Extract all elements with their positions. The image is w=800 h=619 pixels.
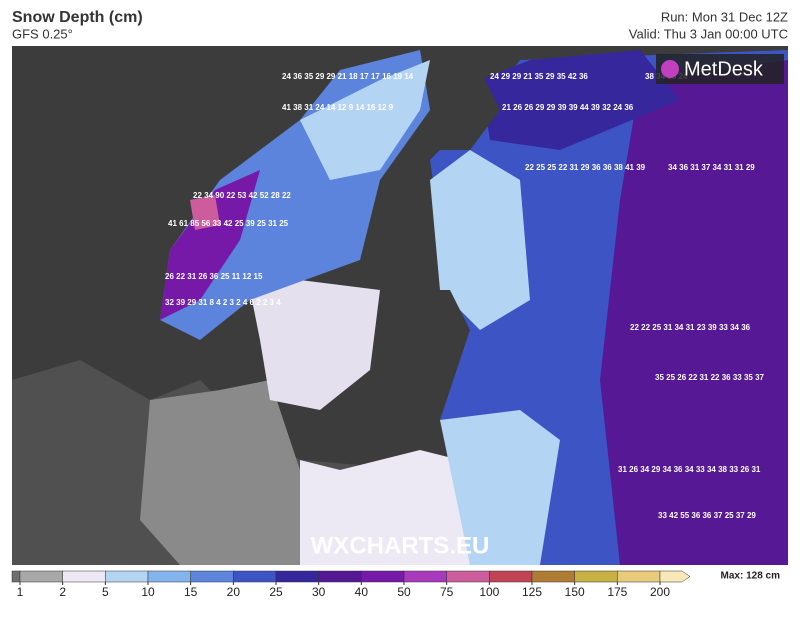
title: Snow Depth (cm) [12,9,143,26]
legend: 1 2 5 10 15 20 25 30 40 50 75 100 125 150 175 200 [11,570,691,599]
legend-tick-label: 100 [479,585,499,599]
valid: Valid: Thu 3 Jan 00:00 UTC [629,26,788,41]
legend-tick-label: 40 [355,585,369,599]
legend-tick-label: 200 [650,585,670,599]
legend-swatch [318,570,362,583]
sweden-south [250,280,380,410]
norway-west [160,170,260,320]
legend-tick-label: 75 [440,585,454,599]
legend-swatch [403,570,447,583]
baltic-sea [380,290,470,420]
model: GFS 0.25° [12,26,73,41]
legend-swatch [531,570,575,583]
watermark: WXCHARTS.EU [311,532,490,559]
map-labels: 24 36 35 29 29 21 18 17 17 16 19 14 24 29… [165,72,765,520]
legend-tick-label: 175 [607,585,627,599]
legend-tick-label: 10 [141,585,155,599]
legend-swatch [361,570,405,583]
map-label: 34 36 31 37 34 31 31 29 [668,163,755,172]
map-label: 22 25 25 22 31 29 36 36 38 41 39 [525,163,646,172]
map-label: 41 38 31 24 14 12 9 14 16 12 9 [282,103,394,112]
sweden-north [300,60,430,180]
legend-swatch [489,570,533,583]
map-label: 24 36 35 29 29 21 18 17 17 16 19 14 [282,72,414,81]
max-label: Max: 128 cm [721,571,781,582]
legend-tick-label: 1 [17,585,24,599]
legend-swatch [233,570,277,583]
legend-tick-label: 20 [227,585,241,599]
legend-swatch [275,570,319,583]
legend-swatch [105,570,149,583]
run: Run: Mon 31 Dec 12Z [661,9,788,24]
map-label: 21 26 26 29 29 39 39 44 39 32 24 36 [502,103,634,112]
map-label: 26 22 31 26 36 25 11 12 15 [165,272,263,281]
legend-swatch [147,570,191,583]
map-label: 22 34 90 22 53 42 52 28 22 [193,191,291,200]
map-label: 31 26 34 29 34 36 34 33 34 38 33 26 31 [618,465,761,474]
map [12,46,788,565]
legend-arrow [659,570,691,583]
baltic-land [440,410,560,565]
finland-south [430,150,530,330]
legend-tick-label: 50 [397,585,411,599]
legend-swatch [446,570,490,583]
legend-tick-label: 5 [102,585,109,599]
legend-tick-label: 2 [59,585,66,599]
logo: MetDesk [684,58,764,80]
norway-peak [190,195,220,230]
map-label: 35 25 26 22 31 22 36 33 35 37 [655,373,765,382]
map-label: 22 22 25 31 34 31 23 39 33 34 36 [630,323,751,332]
gulf-bothnia [430,70,500,150]
legend-swatch [574,570,618,583]
map-label: 41 61 85 56 33 42 25 39 25 31 25 [168,219,289,228]
map-label: 32 39 29 31 8 4 2 3 2 4 6 2 2 3 4 [165,298,281,307]
legend-swatch [190,570,234,583]
legend-tick-label: 15 [184,585,198,599]
map-label: 24 29 29 21 35 29 35 42 36 [490,72,588,81]
north-band [480,50,680,150]
legend-tick-label: 150 [565,585,585,599]
legend-tick-label: 30 [312,585,326,599]
russia-deep [600,60,788,565]
legend-swatch [617,570,661,583]
legend-swatch [11,570,21,583]
legend-tick-label: 125 [522,585,542,599]
legend-swatch [19,570,63,583]
map-label: 33 42 55 36 36 37 25 37 29 [658,511,756,520]
legend-tick-label: 25 [269,585,283,599]
logo-mark [661,60,679,78]
snow-light [300,450,470,565]
legend-swatch [62,570,106,583]
